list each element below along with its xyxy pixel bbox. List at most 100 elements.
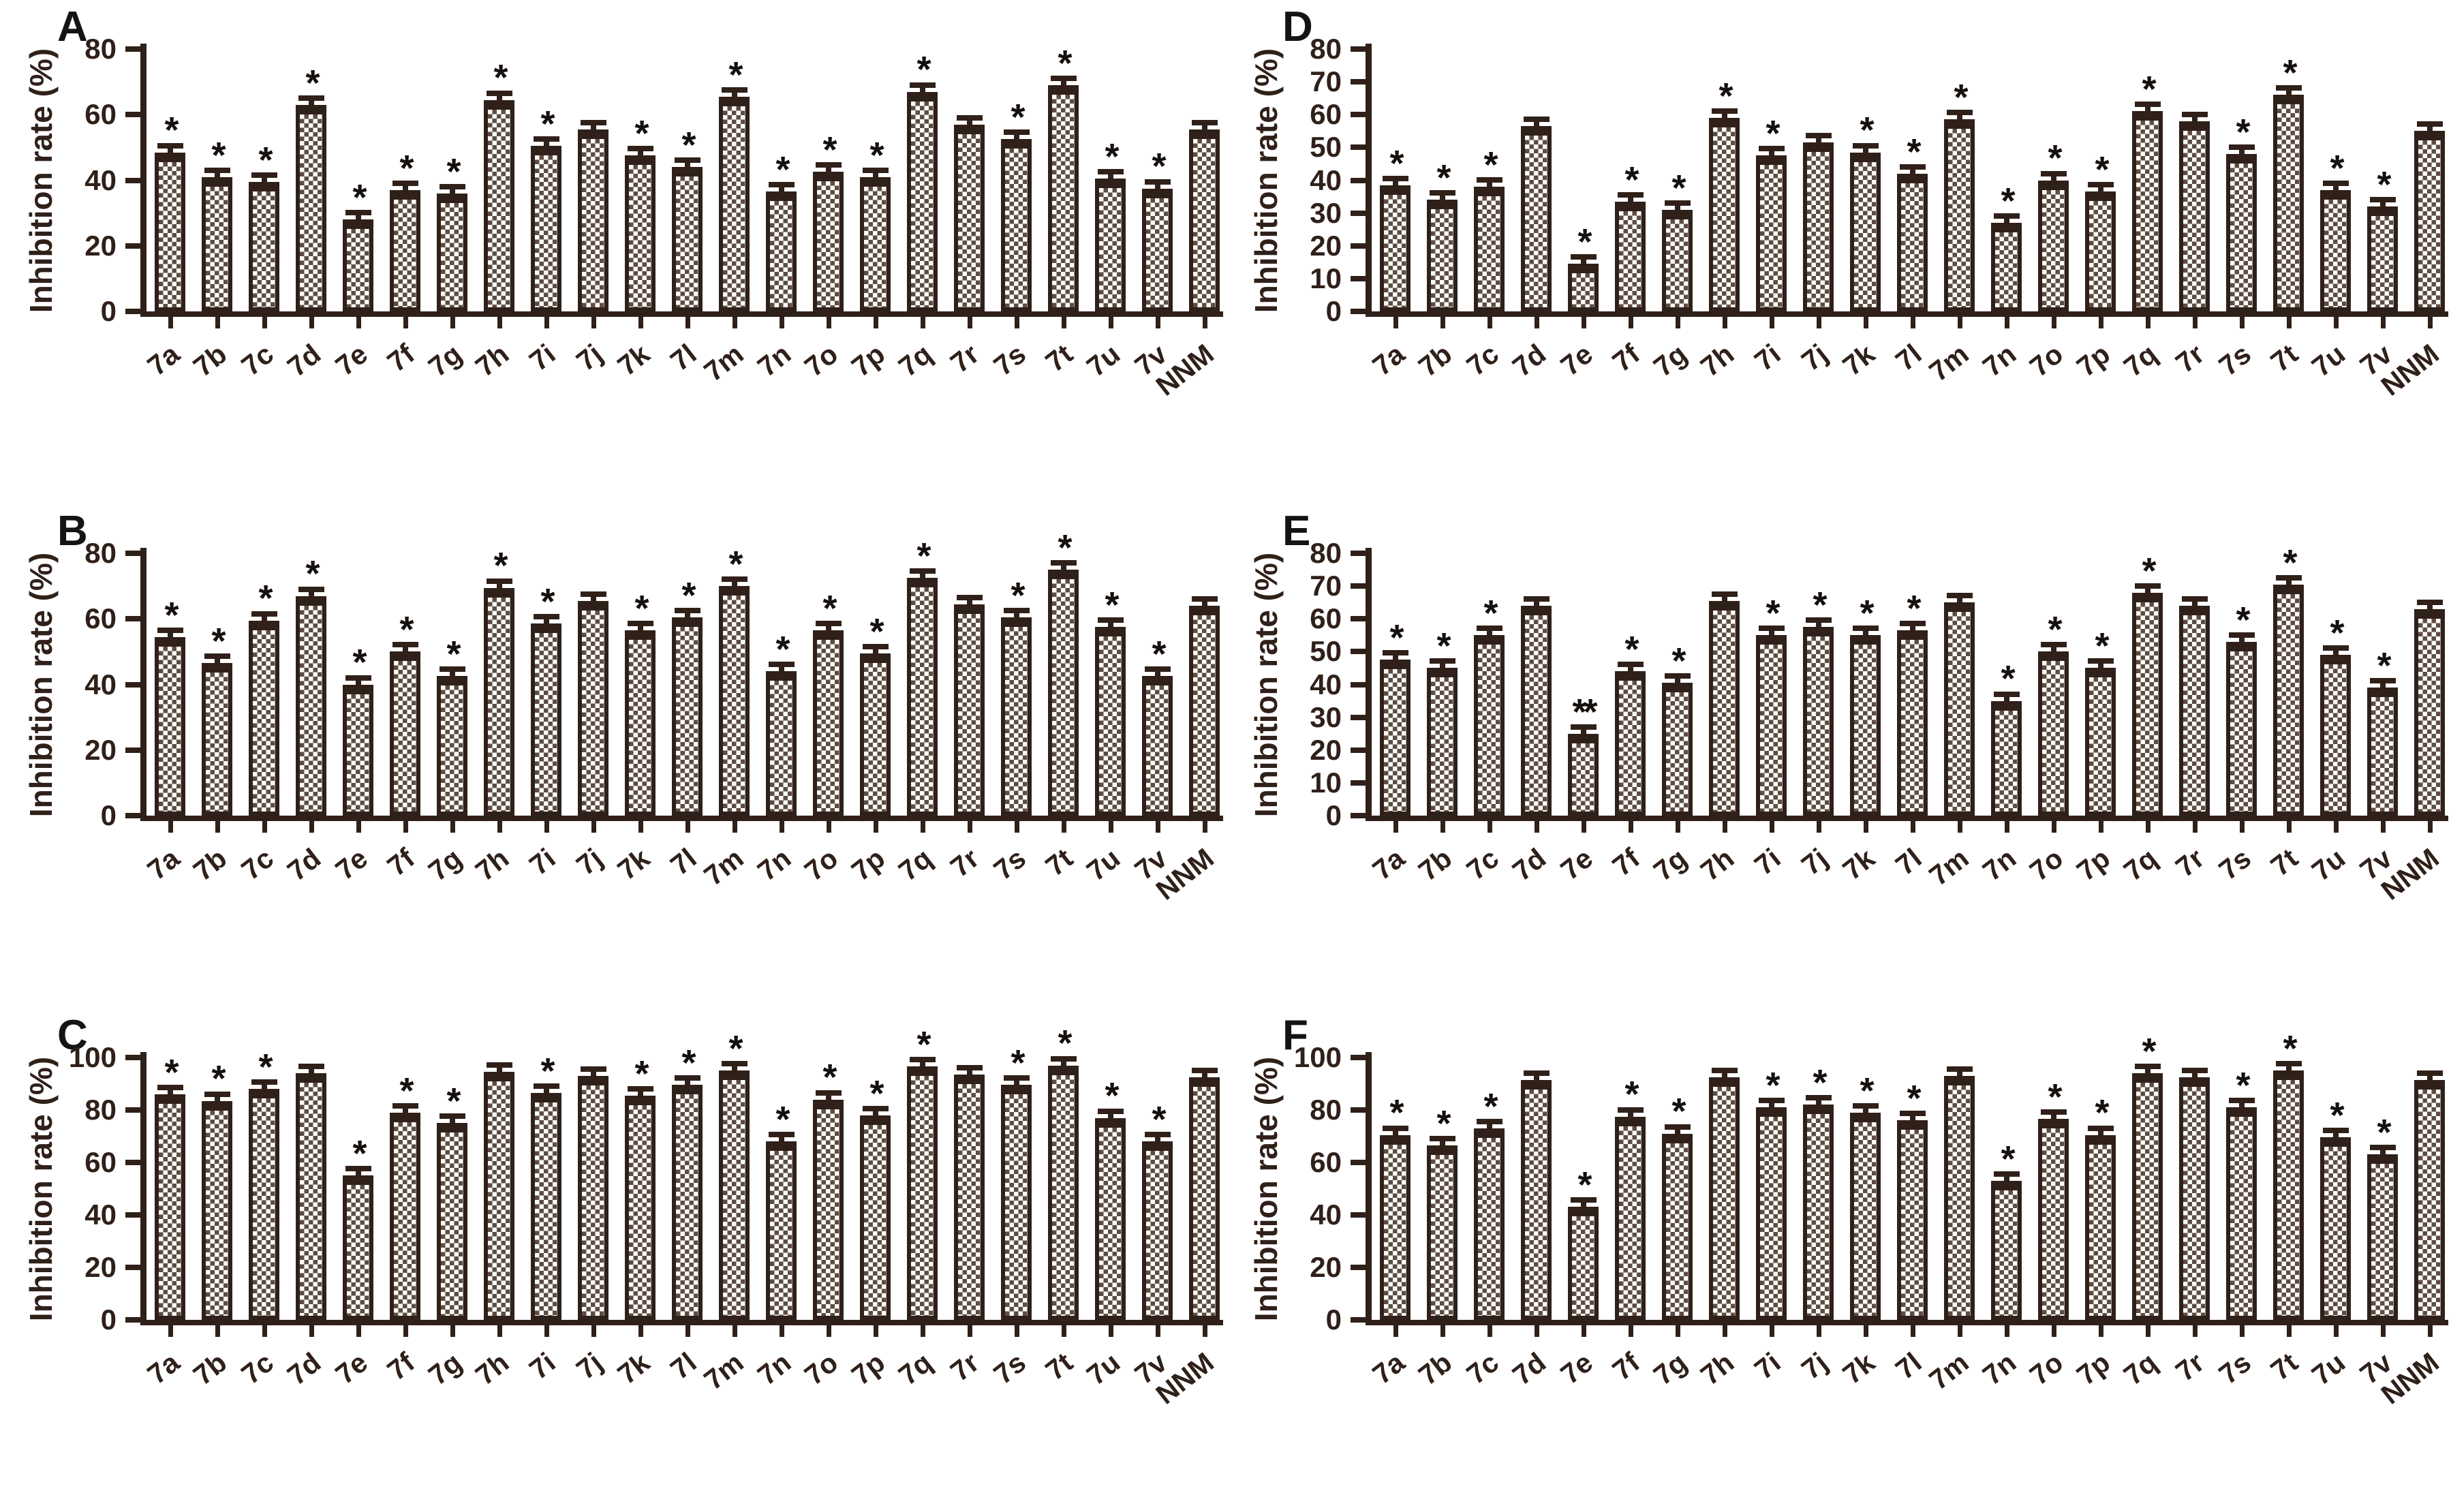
- x-tick-label-7q: 7q: [892, 842, 938, 887]
- y-tick-label-40: 40: [84, 668, 117, 700]
- x-tick-7e: [356, 821, 361, 833]
- y-tick-label-100: 100: [68, 1041, 117, 1073]
- significance-star-7g: *: [446, 151, 461, 192]
- x-tick-7i: [544, 1325, 549, 1337]
- y-tick-label-20: 20: [1310, 1251, 1342, 1283]
- x-tick-7i: [544, 317, 549, 328]
- x-tick-label-7i: 7i: [523, 338, 561, 377]
- x-tick-7s: [1014, 317, 1019, 328]
- y-tick-label-20: 20: [84, 229, 117, 262]
- error-bar-7a: [157, 1084, 183, 1104]
- x-tick-7g: [450, 821, 455, 833]
- x-tick-7s: [2239, 1325, 2245, 1337]
- significance-star-7s: *: [1011, 97, 1025, 138]
- y-tick-label-80: 80: [1310, 1094, 1342, 1126]
- x-tick-label-7i: 7i: [523, 1346, 561, 1386]
- y-tick-label-100: 100: [1293, 1041, 1342, 1073]
- x-tick-7u: [2333, 821, 2339, 833]
- y-tick-40: [125, 1212, 140, 1218]
- significance-star-7n: *: [2001, 1138, 2015, 1179]
- y-tick-50: [1351, 144, 1366, 151]
- x-tick-7g: [450, 1325, 455, 1337]
- y-tick-30: [1351, 714, 1366, 720]
- x-tick-label-7q: 7q: [2117, 842, 2163, 887]
- x-tick-label-7b: 7b: [1412, 842, 1458, 887]
- bar-7f: *: [390, 150, 420, 311]
- x-tick-label-7j: 7j: [1795, 842, 1834, 882]
- error-bar-7r: [2181, 111, 2208, 131]
- panel-letter-E: E: [1282, 508, 1311, 555]
- x-tick-label-7r: 7r: [2169, 338, 2210, 380]
- error-bar-7i: [533, 1083, 559, 1102]
- x-tick-7h: [497, 1325, 502, 1337]
- x-tick-7n: [2004, 1325, 2009, 1337]
- x-tick-7h: [1722, 317, 1727, 328]
- error-bar-7b: [204, 1091, 230, 1111]
- bar-7e: *: [343, 1135, 373, 1320]
- significance-star-7i: *: [1766, 113, 1780, 155]
- significance-star-7g: *: [446, 1081, 461, 1122]
- bar-7f: *: [1615, 631, 1646, 816]
- y-tick-label-80: 80: [84, 1094, 117, 1126]
- y-tick-label-60: 60: [84, 602, 117, 635]
- significance-star-7o: *: [2048, 609, 2062, 651]
- error-bar-7k: [627, 146, 653, 165]
- x-tick-7d: [1534, 821, 1539, 833]
- y-tick-label-0: 0: [100, 1303, 117, 1336]
- x-tick-label-7g: 7g: [422, 338, 467, 383]
- significance-star-7b: *: [1436, 157, 1451, 199]
- x-axis-line: [1366, 311, 2448, 317]
- x-tick-label-7l: 7l: [1890, 1346, 1928, 1386]
- x-tick-label-7r: 7r: [944, 842, 985, 884]
- bar-7l: *: [672, 127, 703, 311]
- significance-star-7p: *: [869, 611, 884, 652]
- x-tick-label-7c: 7c: [235, 338, 279, 382]
- y-tick-label-0: 0: [1325, 799, 1342, 831]
- y-tick-label-20: 20: [84, 1251, 117, 1283]
- significance-star-7g: *: [1671, 167, 1686, 209]
- x-tick-label-7i: 7i: [523, 842, 561, 882]
- error-bar-7n: [1993, 1171, 2020, 1190]
- error-bar-7i: [1758, 626, 1785, 645]
- significance-star-7q: *: [916, 1024, 931, 1066]
- error-bar-7v: [1144, 666, 1171, 685]
- bar-7k: *: [625, 590, 656, 816]
- y-tick-0: [1351, 309, 1366, 314]
- x-tick-label-7h: 7h: [1694, 842, 1740, 887]
- error-bar-NNM: [1191, 119, 1218, 139]
- bar-NNM: [2414, 599, 2445, 816]
- significance-star-7b: *: [1436, 1102, 1451, 1144]
- error-bar-7f: [1617, 662, 1644, 681]
- x-tick-7s: [2239, 317, 2245, 328]
- x-tick-label-7e: 7e: [329, 842, 373, 886]
- y-tick-20: [1351, 243, 1366, 249]
- x-tick-7p: [2098, 317, 2103, 328]
- x-tick-label-7b: 7b: [187, 1346, 232, 1391]
- x-tick-label-7h: 7h: [469, 338, 514, 383]
- error-bar-7h: [1711, 1067, 1738, 1087]
- y-tick-0: [1351, 1317, 1366, 1323]
- x-tick-7t: [1061, 317, 1066, 328]
- error-bar-7m: [721, 87, 747, 106]
- error-bar-7e: [345, 1166, 371, 1185]
- bar-7e: *: [1568, 1167, 1599, 1320]
- x-tick-label-7o: 7o: [798, 842, 844, 887]
- error-bar-7i: [533, 136, 559, 155]
- y-axis-title: Inhibition rate (%): [23, 1056, 59, 1322]
- bar-7q: *: [2132, 71, 2163, 311]
- x-axis-line: [140, 1320, 1223, 1325]
- error-bar-7n: [768, 662, 795, 681]
- bar-7h: *: [484, 59, 514, 311]
- error-bar-7v: [2369, 678, 2396, 697]
- error-bar-7e: [345, 210, 371, 229]
- error-bar-7h: [486, 578, 512, 598]
- y-tick-50: [1351, 649, 1366, 655]
- error-bar-7a: [157, 627, 183, 647]
- x-tick-label-7t: 7t: [2264, 338, 2304, 378]
- error-bar-7f: [1617, 191, 1644, 211]
- x-tick-label-7a: 7a: [141, 338, 185, 382]
- x-tick-label-7s: 7s: [987, 842, 1032, 886]
- error-bar-7h: [1711, 108, 1738, 127]
- significance-star-7u: *: [2330, 1095, 2344, 1137]
- significance-star-7l: *: [1907, 131, 1921, 172]
